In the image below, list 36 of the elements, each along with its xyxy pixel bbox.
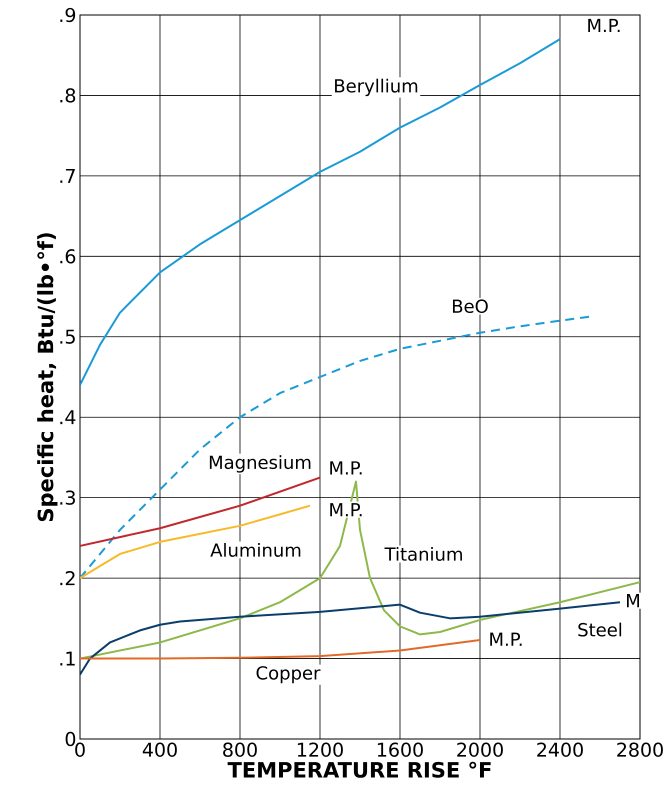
y-tick-label: .5: [60, 330, 75, 344]
x-tick-label: 2000: [457, 742, 503, 757]
series-label: BeO: [452, 299, 488, 314]
x-tick-label: 400: [142, 742, 177, 757]
y-tick-label: .3: [60, 490, 75, 505]
y-tick-label: 0: [66, 732, 76, 746]
y-tick-label: .2: [60, 571, 75, 586]
x-tick-label: 2800: [617, 742, 663, 757]
line-series: [80, 504, 311, 580]
x-tick-label: 2400: [537, 742, 583, 757]
y-tick-label: .1: [60, 652, 75, 666]
y-tick-label: .9: [60, 8, 76, 22]
series-label: Steel: [578, 622, 622, 637]
y-tick-label: .8: [60, 88, 76, 103]
line-series: [80, 639, 481, 660]
x-tick-label: 1200: [298, 742, 343, 757]
annotation: M: [627, 594, 639, 608]
x-axis-title: TEMPERATURE RISE °F: [228, 762, 491, 778]
y-tick-label: .6: [60, 249, 76, 264]
line-series: [80, 480, 640, 660]
series-label: Aluminum: [210, 542, 300, 557]
x-tick-label: 1600: [378, 742, 423, 757]
annotation: M.P.: [330, 461, 362, 474]
y-tick-label: .7: [60, 168, 75, 183]
annotation: M.P.: [490, 632, 522, 646]
line-series: [80, 316, 591, 580]
annotation: M.P.: [330, 503, 362, 516]
annotation: M.P.: [588, 18, 620, 32]
x-tick-label: 0: [75, 742, 85, 757]
y-axis-title: Specific heat, Btu/(lb•°f): [37, 233, 58, 522]
series-label: Titanium: [384, 547, 462, 561]
y-tick-label: .4: [60, 410, 76, 424]
series-label: Beryllium: [335, 78, 418, 96]
series-label: Magnesium: [210, 455, 310, 473]
series-label: Copper: [256, 666, 320, 684]
x-tick-label: 800: [223, 742, 257, 757]
